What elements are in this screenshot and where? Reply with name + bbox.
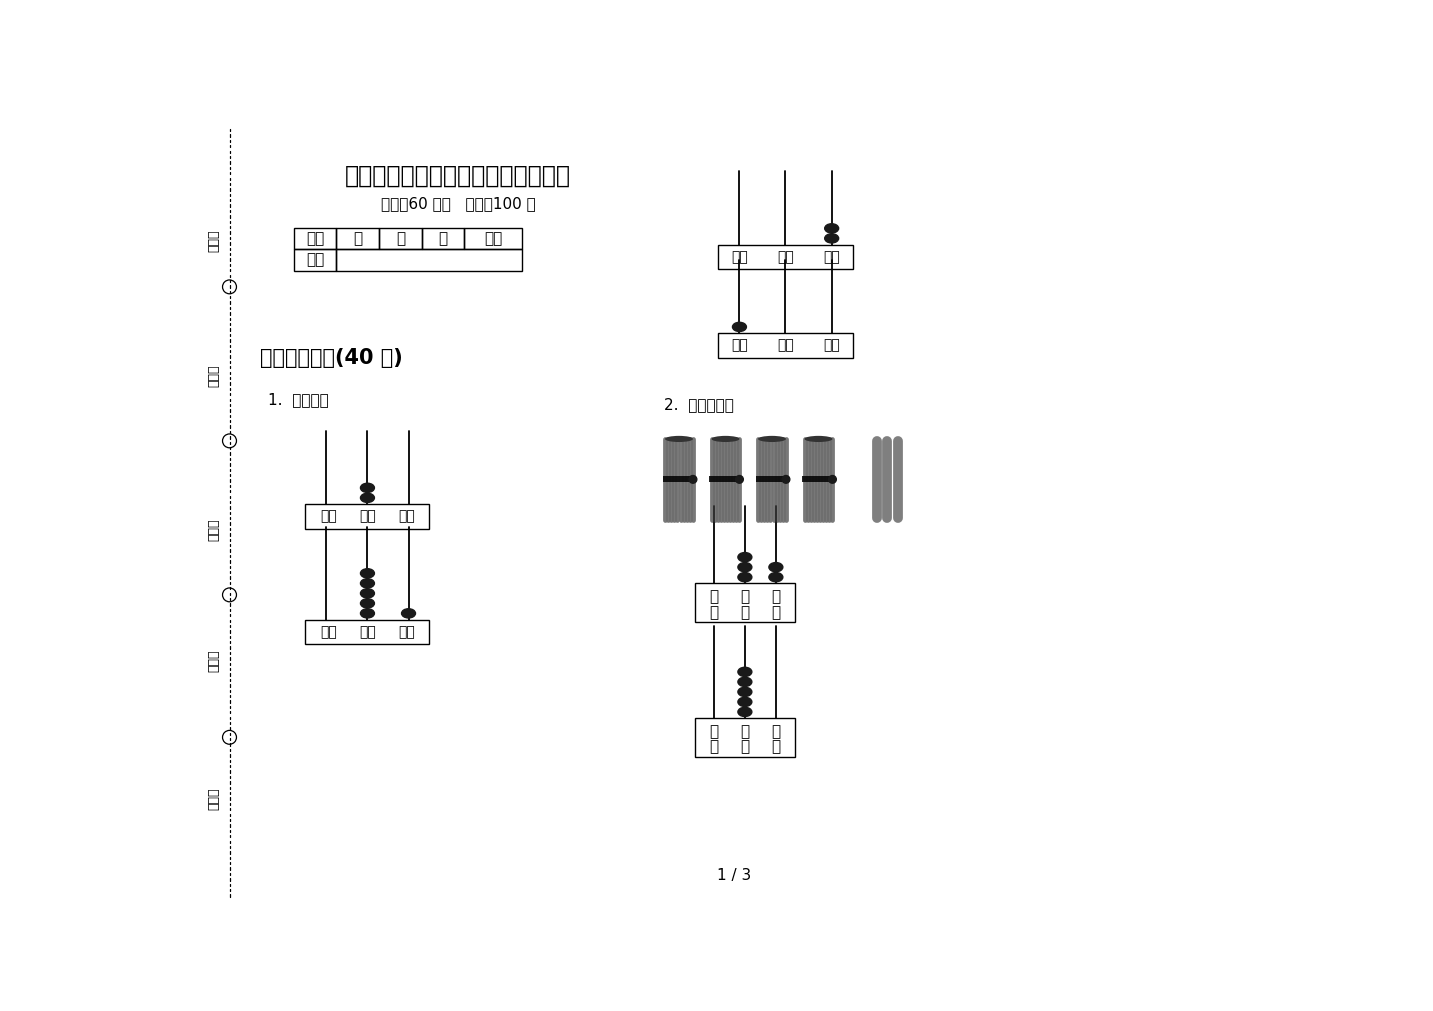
Text: 百位: 百位 bbox=[321, 625, 337, 639]
Text: 十位: 十位 bbox=[777, 250, 794, 264]
Ellipse shape bbox=[825, 234, 838, 243]
Text: 位: 位 bbox=[741, 740, 749, 754]
Bar bbox=[337, 227, 380, 249]
Text: 姓名：: 姓名： bbox=[208, 519, 221, 541]
Ellipse shape bbox=[361, 483, 374, 492]
Text: 十: 十 bbox=[741, 724, 749, 739]
Text: 位: 位 bbox=[709, 740, 718, 754]
Text: 得分: 得分 bbox=[307, 253, 324, 268]
Bar bbox=[294, 249, 337, 271]
Ellipse shape bbox=[738, 572, 752, 581]
Ellipse shape bbox=[712, 436, 739, 442]
Text: 个位: 个位 bbox=[398, 510, 414, 524]
Ellipse shape bbox=[738, 562, 752, 572]
Ellipse shape bbox=[738, 553, 752, 562]
Text: 考场：: 考场： bbox=[208, 364, 221, 386]
Ellipse shape bbox=[665, 436, 694, 442]
Bar bbox=[380, 227, 421, 249]
Text: 十位: 十位 bbox=[360, 625, 375, 639]
Bar bbox=[718, 333, 854, 358]
Text: 班级：: 班级： bbox=[208, 649, 221, 671]
Text: 一、基础练习(40 分): 一、基础练习(40 分) bbox=[261, 349, 403, 368]
Text: 1 / 3: 1 / 3 bbox=[716, 868, 751, 884]
Ellipse shape bbox=[738, 677, 752, 686]
Ellipse shape bbox=[804, 436, 833, 442]
Bar bbox=[421, 227, 464, 249]
Text: 总分: 总分 bbox=[484, 231, 503, 246]
Ellipse shape bbox=[738, 667, 752, 676]
Ellipse shape bbox=[361, 578, 374, 588]
Text: 2.  看图写数。: 2. 看图写数。 bbox=[663, 397, 734, 411]
Text: 一: 一 bbox=[353, 231, 363, 246]
Text: 1.  看图写数: 1. 看图写数 bbox=[268, 392, 330, 407]
Text: 时间：60 分钟   满分：100 分: 时间：60 分钟 满分：100 分 bbox=[381, 196, 536, 211]
Text: 位: 位 bbox=[709, 605, 718, 620]
Text: 个位: 个位 bbox=[824, 339, 840, 353]
Text: 个位: 个位 bbox=[398, 625, 414, 639]
Ellipse shape bbox=[770, 562, 782, 572]
Text: 一年级下学期数学水平混合期末试卷: 一年级下学期数学水平混合期末试卷 bbox=[345, 164, 572, 188]
Text: 十位: 十位 bbox=[777, 339, 794, 353]
Bar bbox=[337, 249, 523, 271]
Ellipse shape bbox=[735, 475, 744, 483]
Ellipse shape bbox=[732, 323, 747, 332]
Bar bbox=[718, 245, 854, 269]
Ellipse shape bbox=[828, 475, 837, 483]
Ellipse shape bbox=[361, 599, 374, 608]
Text: 个位: 个位 bbox=[824, 250, 840, 264]
Text: 个: 个 bbox=[771, 724, 781, 739]
Bar bbox=[695, 583, 795, 622]
Ellipse shape bbox=[361, 569, 374, 578]
Ellipse shape bbox=[825, 223, 838, 233]
Text: 位: 位 bbox=[771, 605, 781, 620]
Text: 题号: 题号 bbox=[307, 231, 324, 246]
Text: 十位: 十位 bbox=[360, 510, 375, 524]
Ellipse shape bbox=[361, 493, 374, 502]
Ellipse shape bbox=[738, 687, 752, 697]
Bar bbox=[305, 504, 430, 529]
Ellipse shape bbox=[770, 572, 782, 581]
Ellipse shape bbox=[738, 708, 752, 717]
Text: 二: 二 bbox=[396, 231, 406, 246]
Text: 百: 百 bbox=[709, 724, 718, 739]
Text: 个: 个 bbox=[771, 589, 781, 605]
Ellipse shape bbox=[738, 698, 752, 707]
Ellipse shape bbox=[401, 609, 416, 618]
Text: 位: 位 bbox=[771, 740, 781, 754]
Ellipse shape bbox=[361, 609, 374, 618]
Bar bbox=[305, 620, 430, 644]
Bar bbox=[695, 718, 795, 756]
Text: 十: 十 bbox=[741, 589, 749, 605]
Text: 百: 百 bbox=[709, 589, 718, 605]
Bar bbox=[662, 476, 695, 482]
Bar bbox=[464, 227, 523, 249]
Bar bbox=[294, 227, 337, 249]
Text: 学校：: 学校： bbox=[208, 788, 221, 810]
Ellipse shape bbox=[689, 475, 696, 483]
Ellipse shape bbox=[782, 475, 790, 483]
Bar bbox=[755, 476, 788, 482]
Text: 位: 位 bbox=[741, 605, 749, 620]
Ellipse shape bbox=[361, 588, 374, 598]
Text: 考号：: 考号： bbox=[208, 229, 221, 252]
Text: 百位: 百位 bbox=[321, 510, 337, 524]
Bar bbox=[709, 476, 742, 482]
Bar bbox=[802, 476, 835, 482]
Text: 百位: 百位 bbox=[731, 250, 748, 264]
Text: 百位: 百位 bbox=[731, 339, 748, 353]
Ellipse shape bbox=[758, 436, 785, 442]
Text: 三: 三 bbox=[438, 231, 447, 246]
